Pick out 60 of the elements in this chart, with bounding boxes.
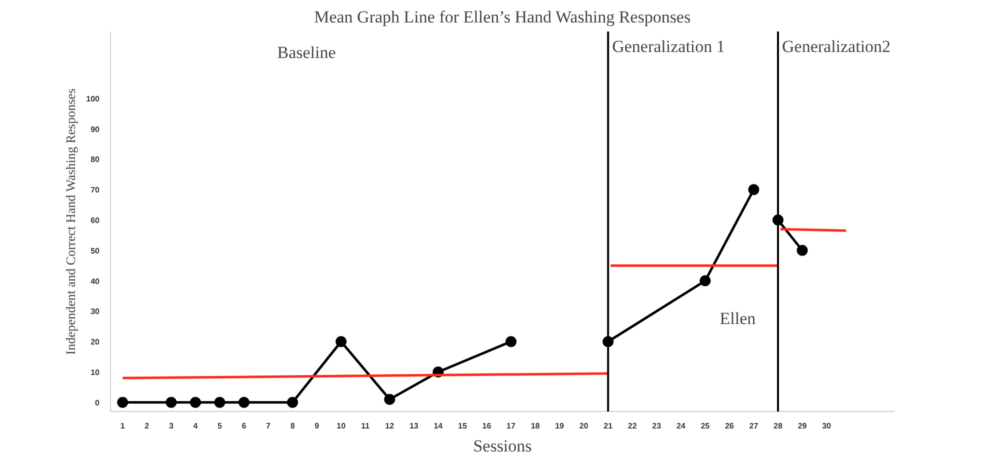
point [336, 336, 347, 348]
y-tick-label: 20 [90, 338, 100, 347]
point [214, 396, 226, 408]
ref-line-label: Generalization2 [782, 36, 891, 56]
x-tick-label: 27 [749, 422, 759, 430]
point [796, 244, 808, 256]
y-tick-label: 100 [86, 94, 100, 104]
x-tick-label: 21 [604, 422, 614, 430]
x-tick-label: 9 [314, 422, 320, 430]
x-axis-title: Sessions [473, 436, 532, 456]
x-tick-label: 28 [774, 422, 783, 430]
point [384, 394, 396, 405]
y-tick-label: 50 [90, 246, 100, 256]
y-tick-label: 70 [90, 186, 100, 195]
x-tick-label: 14 [434, 422, 444, 430]
y-tick-label: 0 [95, 398, 100, 408]
x-tick-label: 26 [725, 422, 734, 430]
point [117, 396, 128, 408]
point [700, 275, 711, 286]
x-tick-label: 22 [628, 422, 638, 430]
point [190, 396, 201, 408]
x-tick-label: 19 [555, 422, 565, 430]
point [238, 396, 250, 408]
y-tick-label: 60 [90, 216, 100, 225]
x-tick-label: 6 [242, 422, 247, 430]
x-tick-label: 11 [361, 422, 370, 430]
y-axis-title: Independent and Correct Hand Washing Responses [63, 88, 78, 355]
x-tick-label: 30 [822, 422, 832, 430]
y-tick-label: 10 [90, 368, 100, 377]
x-tick-label: 7 [266, 422, 272, 430]
x-tick-label: 2 [144, 422, 150, 430]
annotation: Ellen [720, 308, 756, 328]
point [166, 396, 177, 408]
x-tick-label: 12 [385, 422, 395, 430]
annotation: Baseline [277, 42, 336, 62]
point [287, 396, 298, 408]
x-tick-label: 10 [336, 422, 346, 430]
y-tick-label: 90 [90, 124, 100, 134]
x-tick-label: 18 [530, 422, 540, 430]
x-tick-label: 25 [700, 422, 710, 430]
y-tick-label: 30 [90, 307, 100, 316]
x-tick-label: 5 [218, 422, 222, 430]
x-tick-label: 13 [409, 422, 419, 430]
x-tick-label: 16 [482, 422, 492, 430]
y-tick-label: 40 [90, 276, 100, 286]
x-tick-label: 20 [579, 422, 589, 430]
x-tick-label: 23 [652, 422, 662, 430]
y-tick-label: 80 [90, 155, 100, 164]
x-tick-label: 29 [798, 422, 808, 430]
x-tick-label: 1 [120, 422, 126, 430]
x-tick-label: 4 [193, 422, 198, 430]
ref-line-label: Generalization 1 [612, 36, 725, 56]
x-tick-label: 17 [506, 422, 516, 430]
x-tick-label: 15 [458, 422, 468, 430]
x-tick-label: 3 [168, 422, 174, 430]
point [748, 184, 760, 196]
x-tick-label: 24 [676, 422, 686, 430]
chart-title: Mean Graph Line for Ellen’s Hand Washing Responses [314, 8, 691, 26]
x-tick-label: 8 [290, 422, 296, 430]
point [505, 336, 516, 348]
